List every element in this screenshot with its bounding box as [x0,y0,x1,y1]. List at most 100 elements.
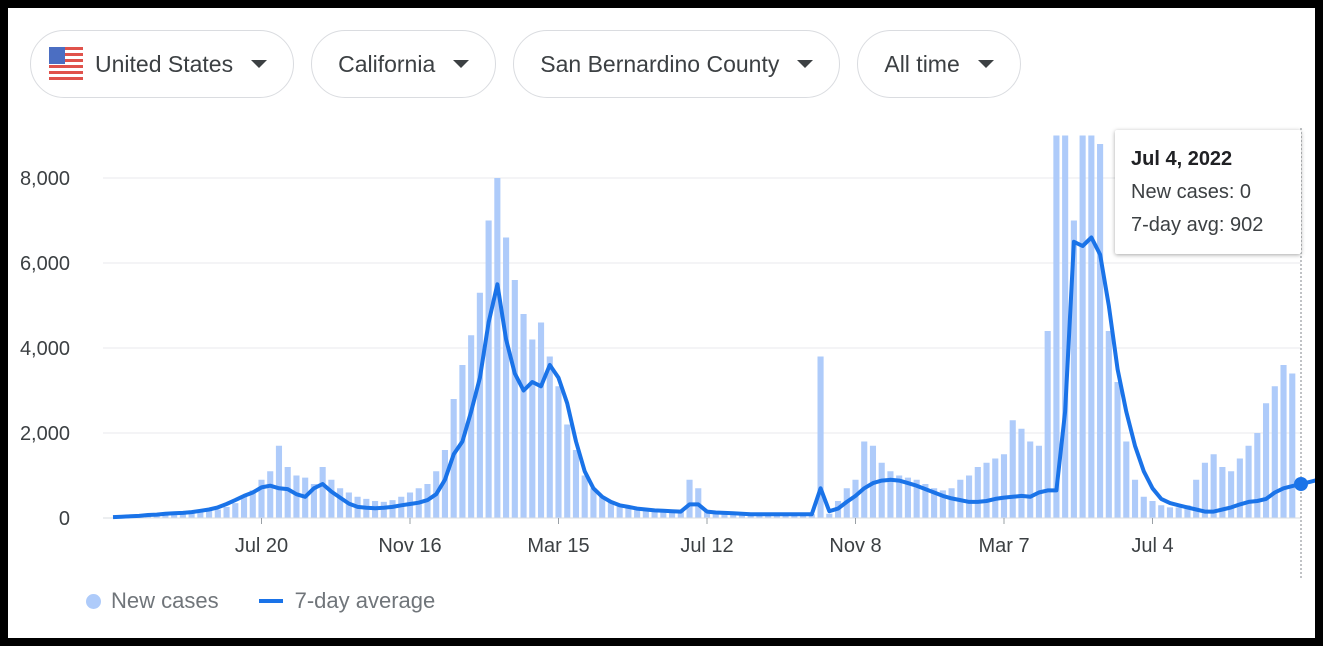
new-cases-bar [197,511,204,518]
new-cases-bar [1201,462,1208,518]
new-cases-bar [616,505,623,518]
new-cases-bar [738,513,745,518]
state-select[interactable]: California [311,30,497,98]
new-cases-bar [546,356,553,518]
new-cases-bar [1140,496,1147,518]
new-cases-bar [1131,479,1139,518]
new-cases-bar [1210,454,1217,518]
time-range-select[interactable]: All time [857,30,1021,98]
new-cases-legend-label: New cases [111,588,219,613]
x-tick-label: Mar 15 [527,535,589,557]
new-cases-bar [223,506,230,518]
new-cases-bar [503,237,510,518]
new-cases-bar [625,506,632,518]
y-tick-label: 4,000 [20,338,70,360]
y-tick-label: 8,000 [20,168,70,190]
new-cases-bar [1105,331,1112,518]
chevron-down-icon [251,60,268,68]
new-cases-bar [1000,454,1008,518]
country-select[interactable]: United States [30,30,295,98]
new-cases-bar [511,280,518,518]
new-cases-bar [267,471,274,518]
new-cases-bar [1263,403,1270,518]
chart-tooltip: Jul 4, 2022 New cases: 0 7-day avg: 902 [1115,130,1301,254]
tooltip-average: 7-day avg: 902 [1131,214,1264,236]
new-cases-bar [721,512,728,518]
new-cases-bar [1044,331,1051,518]
new-cases-bar [1184,505,1191,518]
new-cases-bar [878,462,885,518]
chevron-down-icon [453,60,470,68]
new-cases-bar [634,508,641,518]
county-select[interactable]: San Bernardino County [513,30,841,98]
new-cases-bar [1166,507,1174,518]
new-cases-bar [1070,220,1077,518]
hover-point[interactable] [1294,477,1308,491]
y-tick-label: 0 [59,508,70,530]
new-cases-bar [537,322,545,518]
new-cases-bar [904,477,911,518]
x-tick-label: Jul 4 [1131,535,1173,557]
new-cases-bar [1062,135,1069,518]
new-cases-bar [1245,445,1252,518]
new-cases-bar [179,512,186,518]
new-cases-bar [284,467,291,518]
new-cases-bar [896,475,903,518]
filter-bar: United States California San Bernardino … [30,30,1021,100]
new-cases-bar [922,484,929,518]
new-cases-bar [214,509,221,518]
new-cases-bar [1280,365,1287,518]
new-cases-bar [607,501,614,518]
x-tick-label: Nov 8 [829,535,881,557]
new-cases-bar [319,467,326,518]
new-cases-bar [1175,507,1182,518]
new-cases-bar [581,475,588,518]
new-cases-bar [966,475,973,518]
new-cases-bar [476,292,483,518]
y-tick-label: 6,000 [20,253,70,275]
new-cases-bar [1254,433,1261,518]
new-cases-bar [913,479,920,518]
new-cases-bar [293,475,300,518]
new-cases-bar [1236,458,1243,518]
new-cases-bar [337,488,344,518]
chart-legend: New cases 7-day average [86,588,435,614]
new-cases-bar [703,511,711,518]
state-label: California [338,50,436,77]
chevron-down-icon [797,60,814,68]
county-label: San Bernardino County [540,50,780,77]
average-legend-label: 7-day average [294,588,436,613]
new-cases-bar [992,458,999,518]
new-cases-bar [1097,144,1104,518]
new-cases-bar [939,490,946,518]
new-cases-legend-swatch [86,593,101,609]
new-cases-bar [974,467,981,518]
new-cases-bar [188,512,195,518]
new-cases-bar [686,479,693,518]
new-cases-bar [171,513,178,518]
new-cases-bar [826,513,833,518]
new-cases-bar [249,490,256,518]
new-cases-bar [931,488,938,518]
new-cases-bar [1035,445,1042,518]
cases-chart[interactable]: 0 2,000 4,000 6,000 8,000 Jul 20 Nov 16 Mar 15 J… [8,8,1315,638]
tooltip-date: Jul 4, 2022 [1131,148,1233,170]
new-cases-bar [1158,505,1165,518]
new-cases-bar [240,496,248,518]
new-cases-bar [485,220,492,518]
new-cases-bar [852,479,859,518]
new-cases-bar [232,503,239,518]
new-cases-bar [590,488,597,518]
new-cases-bar [677,511,684,518]
new-cases-bar [1149,501,1156,518]
new-cases-bar [275,445,283,518]
average-line [112,235,1315,520]
new-cases-bar [380,501,387,518]
new-cases-bar [389,500,396,518]
new-cases-bar [555,386,562,518]
new-cases-bar [398,496,405,518]
new-cases-bar [660,510,667,518]
new-cases-bar [1079,135,1086,518]
country-label: United States [95,50,234,77]
new-cases-bar [1009,420,1016,518]
